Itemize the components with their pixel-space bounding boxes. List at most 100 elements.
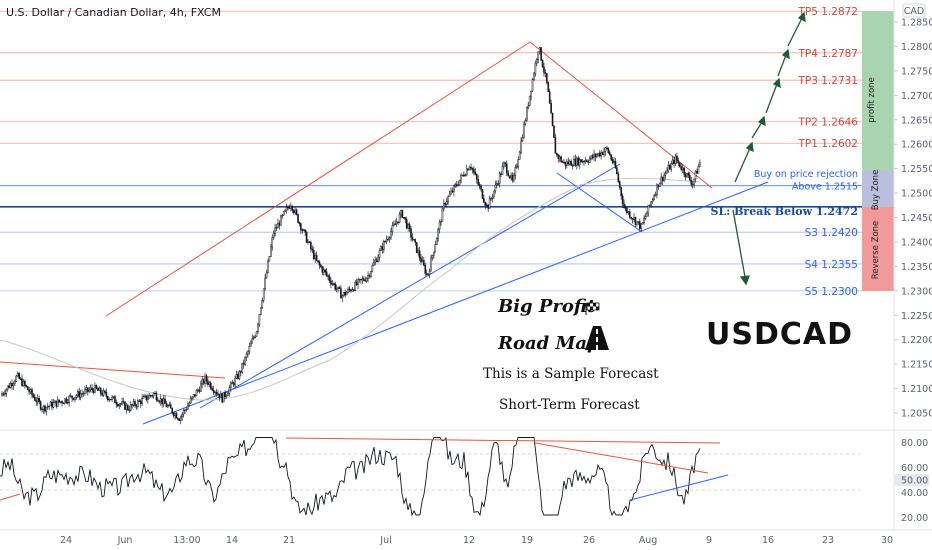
candle-body (686, 172, 688, 178)
candle-body (260, 307, 262, 315)
price-axis[interactable]: 1.28500 1.28000 1.27500 1.27000 1.26500 1.260… (894, 18, 932, 420)
candle-body (19, 378, 22, 380)
candle-body (255, 331, 258, 337)
candle-body (670, 163, 673, 170)
candle-body (300, 223, 302, 231)
candle-body (104, 390, 106, 393)
candle-body (634, 217, 637, 225)
big-profit-text: Big Profit (497, 296, 596, 317)
candle-body (42, 405, 45, 410)
candle-body (254, 336, 256, 338)
candle-body (262, 288, 265, 301)
candle-body (387, 238, 389, 241)
candle-body (134, 401, 136, 406)
candle-body (431, 255, 434, 259)
candle-body (368, 274, 371, 277)
candle-body (384, 241, 387, 243)
candle-body (485, 204, 488, 207)
candle-body (488, 198, 491, 209)
forecast-arrow-5 (787, 17, 803, 47)
candle-body (178, 418, 181, 421)
candle-body (564, 161, 567, 166)
candle-body (574, 158, 577, 166)
candle-body (162, 398, 165, 405)
price-tick-label: 1.22500 (901, 311, 932, 322)
candle-body (357, 279, 359, 286)
candle-body (517, 159, 520, 167)
candle-body (179, 416, 182, 421)
candle-body (537, 51, 540, 60)
candle-body (144, 395, 146, 397)
candle-body (154, 392, 156, 395)
candle-body (437, 228, 439, 239)
candle-body (365, 277, 368, 282)
candle-body (151, 395, 153, 397)
candle-body (308, 241, 311, 243)
candle-body (24, 380, 26, 386)
candle-body (673, 159, 675, 165)
candle-body (84, 389, 86, 394)
candle-body (14, 381, 16, 384)
candle-body (188, 402, 191, 406)
candle-body (337, 286, 339, 290)
currency-label: CAD (904, 6, 924, 17)
candle-body (487, 204, 489, 209)
candle-body (209, 382, 212, 389)
level-label: Above 1.2515 (792, 182, 858, 193)
candle-body (527, 105, 530, 108)
candle-body (491, 196, 494, 199)
candle-body (215, 391, 218, 395)
candle-body (603, 151, 605, 155)
candle-body (8, 385, 10, 388)
candle-body (661, 176, 664, 181)
candle-body (467, 168, 469, 171)
candle-body (74, 397, 76, 400)
candle-body (653, 195, 655, 200)
candle-body (544, 72, 547, 74)
candle-body (380, 246, 382, 251)
candle-body (28, 389, 30, 393)
forecast-arrow-2 (751, 121, 763, 139)
candle-body (507, 172, 510, 177)
candle-body (614, 160, 617, 168)
candle-body (145, 395, 148, 401)
candle-body (18, 373, 20, 379)
candle-body (39, 401, 42, 410)
forecast-arrowhead-down (739, 275, 750, 286)
candle-body (201, 379, 203, 385)
candle-body (513, 174, 515, 181)
candle-body (157, 399, 159, 402)
candle-body (413, 239, 415, 241)
candle-body (21, 378, 23, 387)
candle-body (149, 394, 152, 397)
time-axis[interactable]: 24 Jun 13:00 14 21 Jul 12 19 26 Aug 9 16 23 30 (60, 535, 893, 546)
candle-body (553, 125, 555, 138)
candle-body (218, 393, 221, 399)
candle-body (107, 396, 109, 400)
candle-body (347, 288, 349, 293)
candle-body (626, 207, 628, 213)
candle-body (161, 398, 163, 405)
candle-body (36, 398, 39, 403)
candle-body (530, 90, 532, 97)
candle-body (514, 167, 517, 176)
time-tick-label: Jun (117, 535, 133, 546)
candle-body (292, 210, 295, 213)
forecast-arrow-3 (765, 83, 778, 114)
candle-body (52, 402, 55, 408)
candle-body (247, 351, 249, 355)
candle-body (417, 250, 419, 253)
candle-body (374, 259, 377, 263)
candle-body (521, 137, 524, 142)
candle-body (171, 407, 173, 414)
candle-body (440, 221, 442, 223)
candle-body (606, 147, 608, 149)
candle-body (355, 281, 358, 286)
candle-body (375, 259, 378, 263)
candle-body (481, 189, 484, 199)
osc-trend-red-falling (534, 442, 709, 474)
candle-body (699, 162, 701, 167)
candle-body (294, 209, 296, 213)
